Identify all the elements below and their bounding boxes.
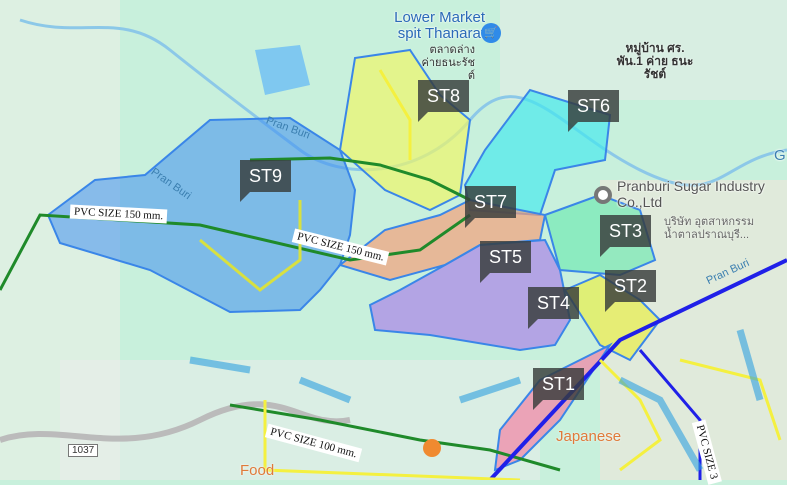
water-body <box>255 45 310 95</box>
place-food[interactable]: Food <box>240 462 275 479</box>
place-edge-label: G <box>774 147 786 164</box>
zone-label-st5[interactable]: ST5 <box>480 241 532 283</box>
zone-label-text: ST7 <box>474 192 508 212</box>
zone-label-st1[interactable]: ST1 <box>533 368 585 410</box>
zone-label-text: ST2 <box>614 276 648 296</box>
zone-label-st3[interactable]: ST3 <box>600 215 652 257</box>
poi-marker[interactable] <box>594 186 612 204</box>
highway <box>0 401 351 443</box>
zone-label-st8[interactable]: ST8 <box>418 80 470 122</box>
zone-label-text: ST9 <box>249 166 283 186</box>
pipe-manhole-chain <box>618 329 764 472</box>
place-sugar-thai: บริษัท อุตสาหกรรม น้ำตาลปราณบุรี... <box>664 216 755 241</box>
pipe-main[interactable] <box>249 156 471 202</box>
place-market-thai: ตลาดล่าง ค่ายธนะรัชต์ <box>421 44 476 82</box>
zone-label-st6[interactable]: ST6 <box>568 90 620 132</box>
pipe-branch[interactable] <box>378 69 412 160</box>
urban-area <box>60 360 540 480</box>
zone-label-text: ST3 <box>609 221 643 241</box>
zone-label-st2[interactable]: ST2 <box>605 270 657 312</box>
zone-label-text: ST1 <box>542 374 576 394</box>
place-japanese[interactable]: Japanese <box>556 428 622 445</box>
place-village-thai: หมู่บ้าน ศร. พัน.1 ค่าย ธนะรัชต์ <box>616 41 694 81</box>
place-lower-market[interactable]: Lower Market spit Thanarat <box>394 9 485 42</box>
zone-label-st9[interactable]: ST9 <box>240 160 292 202</box>
zone-label-st7[interactable]: ST7 <box>465 186 517 228</box>
pipe-branch[interactable] <box>263 400 521 480</box>
zone-label-text: ST8 <box>427 86 461 106</box>
restaurant-marker[interactable] <box>423 439 441 457</box>
zone-label-text: ST6 <box>577 96 611 116</box>
urban-area <box>500 0 787 100</box>
shopping-cart-icon[interactable]: 🛒 <box>481 23 501 43</box>
zone-label-st4[interactable]: ST4 <box>528 287 580 329</box>
place-pranburi-sugar[interactable]: Pranburi Sugar Industry Co.,Ltd <box>617 178 765 210</box>
pipe-pvc150[interactable] <box>0 213 471 291</box>
zone-label-text: ST5 <box>489 247 523 267</box>
zone-st8[interactable] <box>338 48 472 212</box>
pipe-trunk[interactable] <box>488 258 787 480</box>
pipe-manhole-chain <box>189 356 522 404</box>
zone-st7[interactable] <box>337 198 547 282</box>
zone-label-text: ST4 <box>537 293 571 313</box>
road-shield-1037: 1037 <box>68 444 99 457</box>
